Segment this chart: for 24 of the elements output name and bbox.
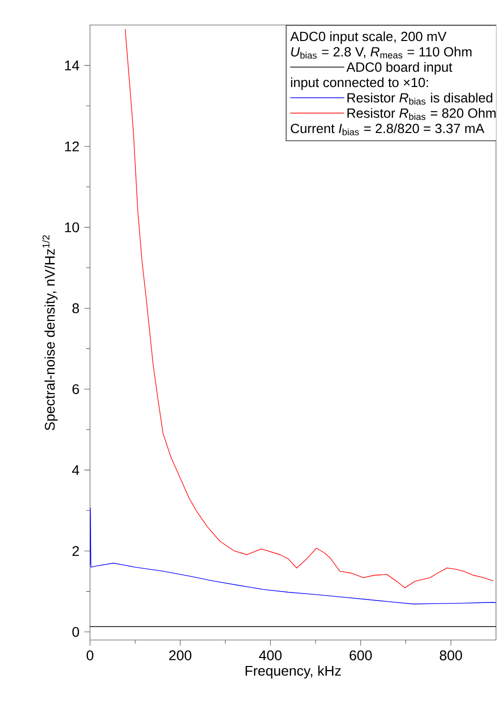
- annotation: input connected to ×10:: [291, 77, 428, 90]
- y-axis-title: Spectral-noise density, nV/Hz$^{1/2}$: [42, 235, 58, 430]
- annotation: Current I$_{bias}$ = 2.8/820 = 3.37 mA: [290, 123, 484, 136]
- x-axis-title: Frequency, kHz: [246, 665, 341, 679]
- y-tick-label: 8: [72, 303, 79, 314]
- y-tick-label: 14: [65, 60, 80, 70]
- x-tick-label: 800: [440, 650, 462, 660]
- legend-label: Resistor R$_{bias}$ is disabled: [347, 92, 492, 105]
- y-tick-label: 2: [72, 546, 79, 556]
- x-tick-label: 0: [86, 650, 94, 660]
- x-tick-label: 600: [350, 650, 372, 660]
- legend-label: Resistor R$_{bias}$ = 820 Ohm: [347, 108, 496, 120]
- x-tick-label: 400: [259, 650, 282, 660]
- y-tick-label: 6: [72, 384, 79, 394]
- annotation: U$_{bias}$ = 2.8 V, R$_{meas}$ = 110 Ohm: [291, 46, 472, 59]
- line-series: [124, 28, 494, 588]
- x-tick-label: 200: [169, 650, 192, 660]
- y-tick-label: 12: [65, 141, 79, 152]
- y-tick-label: 0: [72, 626, 80, 637]
- y-tick-label: 10: [65, 222, 80, 232]
- legend-label: ADC0 board input: [346, 62, 452, 74]
- annotation: ADC0 input scale, 200 mV: [290, 31, 446, 44]
- line-series: [90, 508, 496, 604]
- y-tick-label: 4: [72, 465, 80, 475]
